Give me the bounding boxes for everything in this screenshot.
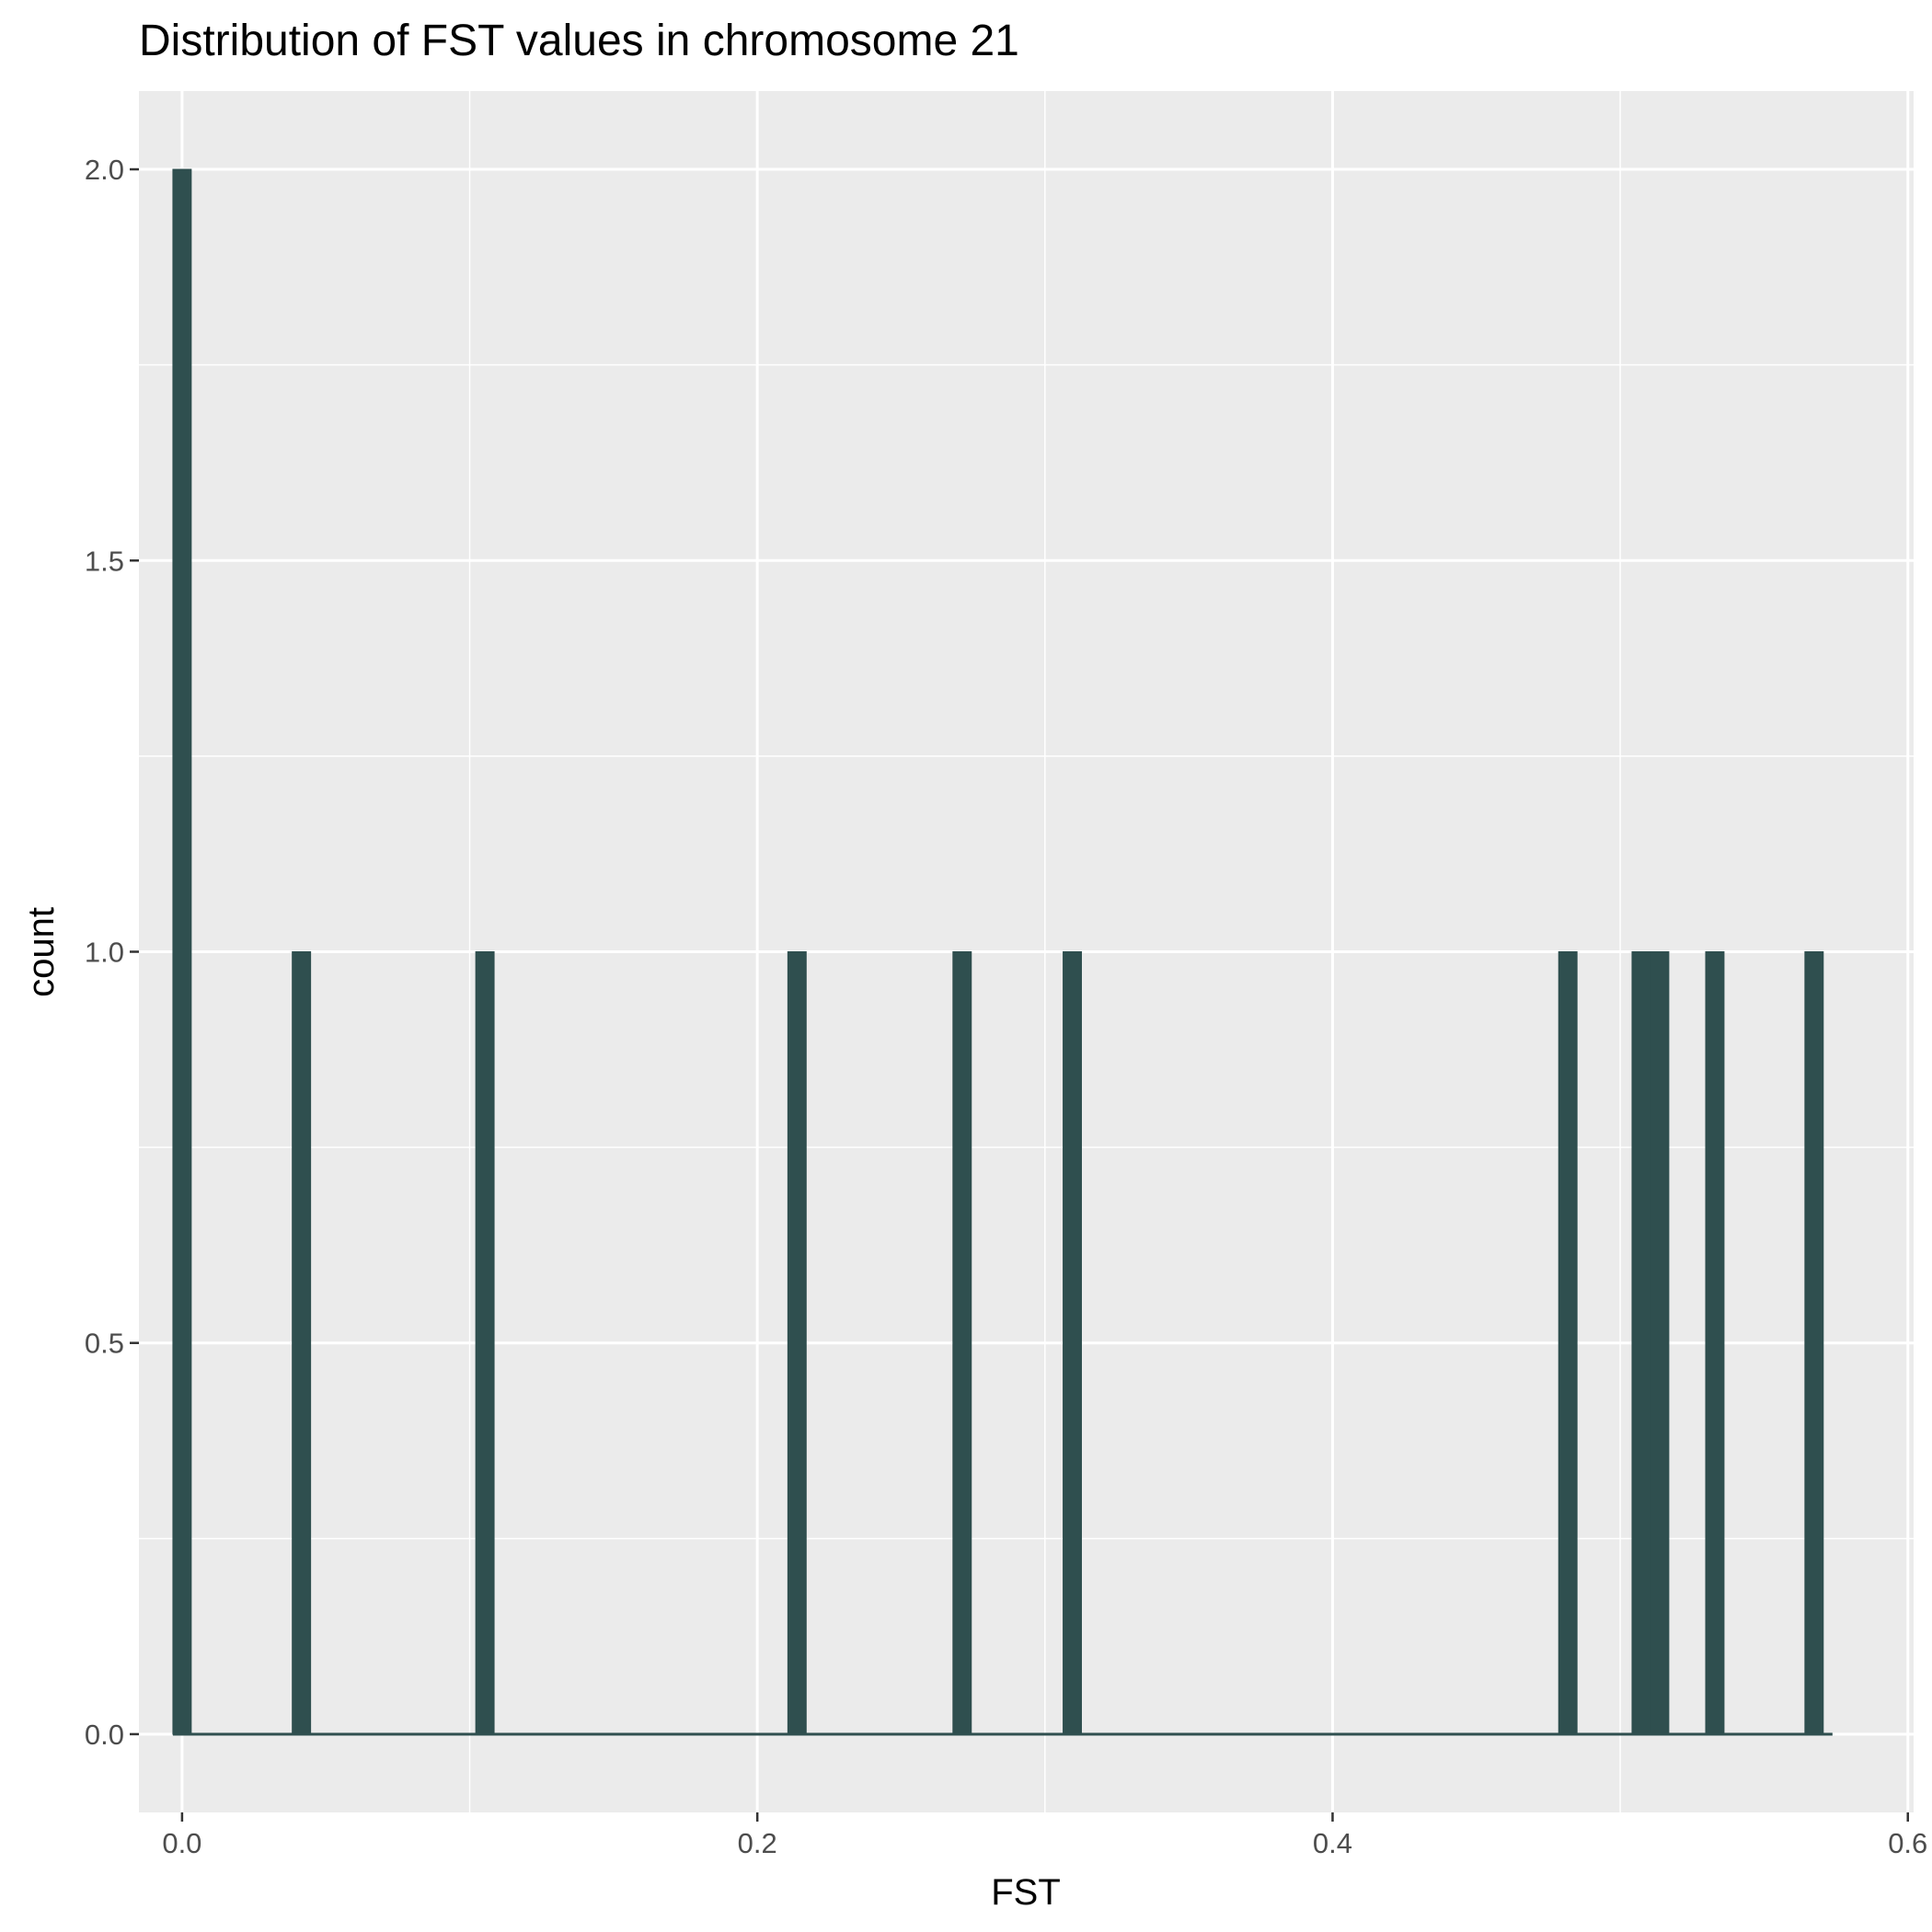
histogram-bar: [292, 951, 312, 1735]
histogram-bar: [1705, 951, 1725, 1735]
x-axis: 0.0 0.2 0.4 0.6: [162, 1812, 1927, 1859]
x-axis-title: FST: [991, 1872, 1061, 1913]
x-tick-label: 0.6: [1888, 1827, 1927, 1859]
y-tick-label: 0.0: [85, 1719, 124, 1751]
histogram-bar: [787, 951, 807, 1735]
histogram-bar: [1063, 951, 1082, 1735]
y-tick-label: 2.0: [85, 154, 124, 186]
y-tick-label: 1.5: [85, 545, 124, 577]
y-axis-title: count: [21, 907, 62, 997]
histogram-bar: [1650, 951, 1670, 1735]
y-axis: 0.0 0.5 1.0 1.5 2.0: [85, 154, 139, 1751]
y-tick-label: 0.5: [85, 1328, 124, 1360]
x-tick-label: 0.2: [738, 1827, 777, 1859]
x-tick-label: 0.0: [162, 1827, 201, 1859]
histogram-bar: [952, 951, 972, 1735]
histogram-bar: [1804, 951, 1824, 1735]
histogram-bars: [172, 168, 1833, 1736]
histogram-bar: [1558, 951, 1578, 1735]
histogram-bar: [475, 951, 495, 1735]
chart-title: Distribution of FST values in chromosome…: [139, 17, 1019, 65]
y-tick-label: 1.0: [85, 937, 124, 969]
x-tick-label: 0.4: [1313, 1827, 1352, 1859]
histogram-bar: [1631, 951, 1651, 1735]
histogram-bar: [172, 168, 192, 1735]
